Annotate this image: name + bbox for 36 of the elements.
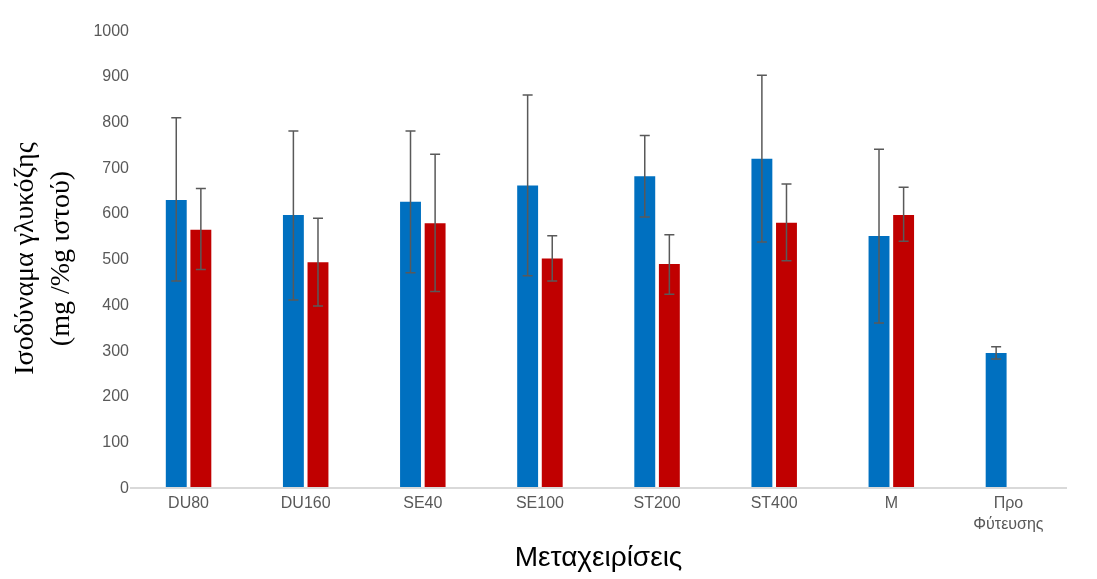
bar [776, 222, 797, 487]
x-tick-label: ST200 [633, 494, 681, 512]
y-axis-title: Ισοδύναμα γλυκόζης (mg /%g ιστού) [7, 142, 76, 375]
bar [307, 262, 329, 487]
bar [165, 200, 187, 487]
y-tick-label: 100 [102, 432, 130, 450]
x-tick-label: DU160 [280, 494, 331, 512]
bar [400, 201, 421, 487]
bar [751, 158, 773, 487]
y-tick-label: 700 [102, 158, 130, 176]
bar [985, 353, 1007, 487]
bar [658, 263, 680, 487]
x-tick-label: Προ Φύτευσης [973, 494, 1044, 532]
y-tick-label: 600 [102, 204, 130, 222]
bar [541, 258, 563, 487]
bar [893, 215, 915, 487]
bar [517, 185, 539, 487]
x-tick-label: ST400 [750, 494, 798, 512]
x-tick-label: DU80 [168, 494, 210, 512]
x-axis-title: Μεταχειρίσεις [514, 540, 683, 572]
bar [424, 223, 446, 487]
bar [634, 176, 656, 487]
y-tick-label: 300 [102, 341, 130, 359]
bar [868, 236, 890, 487]
bar [190, 229, 212, 487]
y-tick-label: 400 [102, 295, 130, 313]
y-tick-label: 200 [102, 387, 130, 405]
y-tick-label: 500 [102, 250, 130, 268]
x-tick-label: SE40 [403, 494, 443, 512]
y-tick-label: 0 [120, 478, 130, 496]
bar [282, 215, 304, 487]
y-tick-label: 900 [102, 67, 130, 85]
y-tick-label: 800 [102, 113, 130, 130]
x-tick-label: M [884, 494, 898, 512]
y-tick-label: 1000 [93, 21, 130, 39]
x-tick-label: SE100 [515, 494, 565, 512]
